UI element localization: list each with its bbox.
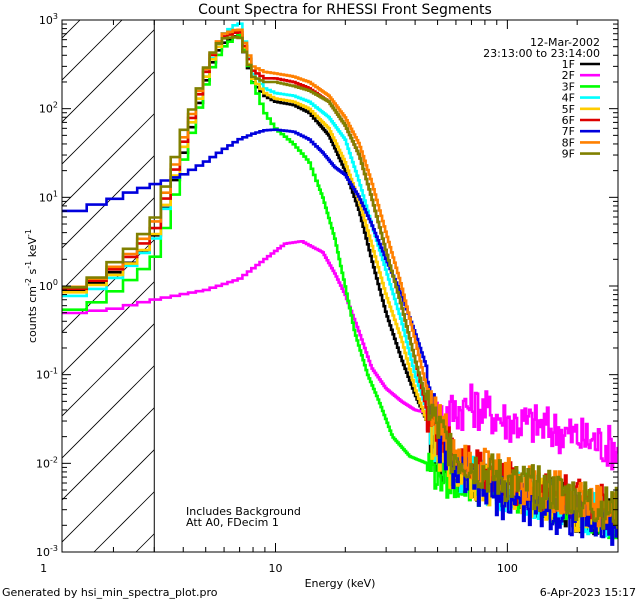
hatch-line (0, 0, 106, 552)
x-tick-label: 1 (40, 562, 47, 575)
y-axis-label: counts cm-2 s-1 keV-1 (24, 229, 39, 343)
footer-timestamp: 6-Apr-2023 15:17 (540, 586, 636, 599)
legend-label-9F: 9F (562, 148, 575, 161)
hatch-line (62, 20, 165, 123)
y-tick-label: 100 (39, 278, 58, 293)
annotation-attenuator: Att A0, FDecim 1 (186, 516, 279, 529)
legend-label-6F: 6F (562, 114, 575, 127)
excluded-region-hatch (0, 0, 618, 552)
y-tick-label: 10-1 (36, 367, 58, 382)
legend-label-5F: 5F (562, 103, 575, 116)
annotation-background: Includes Background (186, 505, 301, 518)
hatch-line (62, 20, 123, 81)
axis-ticks: 1 10 100 103 102 101 100 10-1 10-2 10-3 (36, 12, 619, 575)
y-tick-label: 10-3 (36, 544, 58, 559)
x-tick-label: 10 (269, 562, 283, 575)
legend-label-2F: 2F (562, 69, 575, 82)
hatch-mask (154, 20, 618, 552)
footer-generated-by: Generated by hsi_min_spectra_plot.pro (2, 586, 218, 599)
legend-label-4F: 4F (562, 92, 575, 105)
time-range-label: 23:13:00 to 23:14:00 (483, 47, 600, 60)
y-tick-label: 101 (39, 189, 58, 204)
y-tick-label: 102 (39, 101, 58, 116)
legend-label-1F: 1F (562, 58, 575, 71)
series-layer (62, 22, 618, 546)
legend-label-3F: 3F (562, 80, 575, 93)
hatch-line (62, 20, 81, 39)
legend-label-7F: 7F (562, 125, 575, 138)
y-tick-label: 10-2 (36, 455, 58, 470)
chart-title: Count Spectra for RHESSI Front Segments (198, 2, 492, 18)
legend-label-8F: 8F (562, 136, 575, 149)
hatch-line (0, 0, 22, 552)
y-tick-label: 103 (39, 12, 58, 27)
date-label: 12-Mar-2002 (530, 36, 600, 49)
x-tick-label: 100 (497, 562, 518, 575)
x-axis-label: Energy (keV) (305, 577, 376, 590)
series-9F-line (62, 35, 618, 530)
